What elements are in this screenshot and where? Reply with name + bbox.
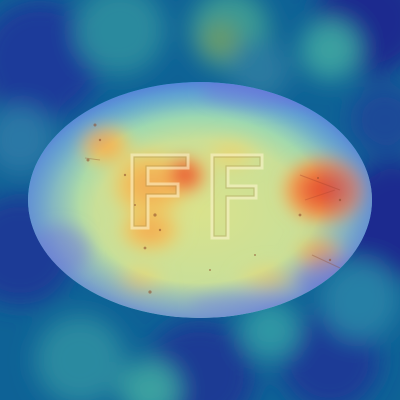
tablet-oval bbox=[28, 82, 372, 318]
letter-f-right bbox=[210, 153, 264, 240]
surface-speckles bbox=[84, 123, 342, 294]
letter-f-left bbox=[130, 153, 190, 230]
embossed-letters bbox=[130, 153, 264, 240]
